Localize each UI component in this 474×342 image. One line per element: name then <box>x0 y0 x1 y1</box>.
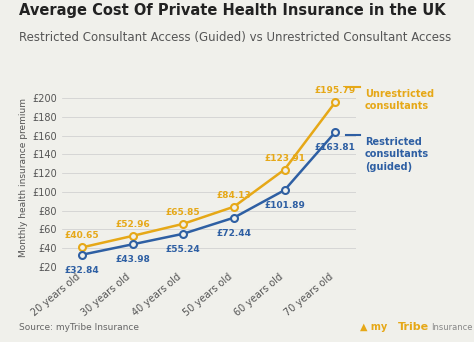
Y-axis label: Monthly health insurance premium: Monthly health insurance premium <box>19 98 28 257</box>
Text: £72.44: £72.44 <box>217 229 251 238</box>
Text: £55.24: £55.24 <box>166 245 201 254</box>
Text: £65.85: £65.85 <box>166 208 201 217</box>
Text: ▲ my: ▲ my <box>360 322 387 332</box>
Text: £123.91: £123.91 <box>264 154 305 162</box>
Text: Restricted Consultant Access (Guided) vs Unrestricted Consultant Access: Restricted Consultant Access (Guided) vs… <box>19 31 451 44</box>
Text: £52.96: £52.96 <box>115 220 150 229</box>
Text: Restricted
consultants
(guided): Restricted consultants (guided) <box>365 137 429 172</box>
Text: Tribe: Tribe <box>398 322 429 332</box>
Text: Unrestricted
consultants: Unrestricted consultants <box>365 89 434 111</box>
Text: £32.84: £32.84 <box>64 266 99 275</box>
Text: £101.89: £101.89 <box>264 201 305 210</box>
Text: £43.98: £43.98 <box>115 255 150 264</box>
Text: £163.81: £163.81 <box>315 143 356 152</box>
Text: £84.13: £84.13 <box>217 191 251 200</box>
Text: £40.65: £40.65 <box>64 232 99 240</box>
Text: £195.79: £195.79 <box>315 86 356 95</box>
Text: Average Cost Of Private Health Insurance in the UK: Average Cost Of Private Health Insurance… <box>19 3 446 18</box>
Text: Source: myTribe Insurance: Source: myTribe Insurance <box>19 323 139 332</box>
Text: Insurance: Insurance <box>431 323 473 332</box>
